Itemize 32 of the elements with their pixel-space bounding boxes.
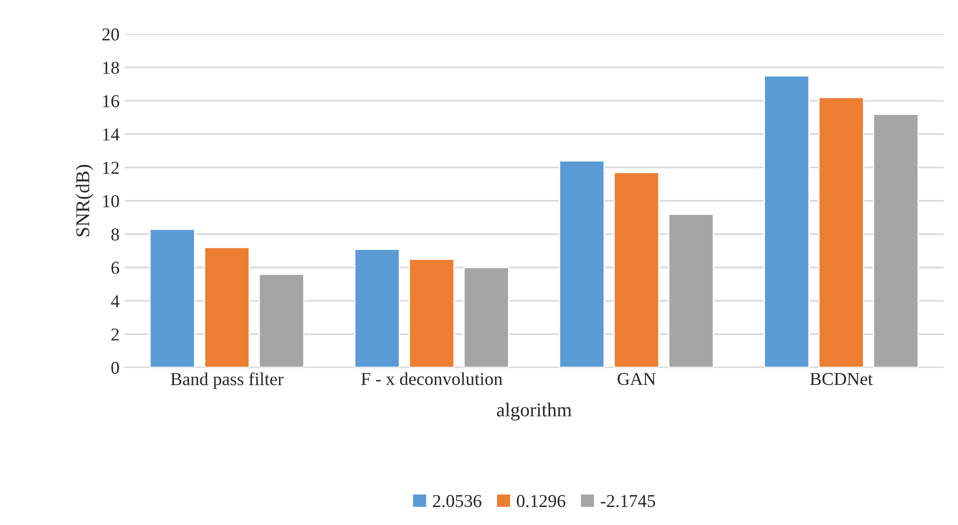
legend-label: 0.1296 <box>516 494 566 508</box>
y-tick-label: 0 <box>111 362 119 374</box>
bar <box>818 96 864 368</box>
y-tick-label: 4 <box>111 295 120 308</box>
x-tick-label: Band pass filter <box>170 372 284 389</box>
bar <box>258 273 305 368</box>
bar <box>558 160 605 368</box>
x-axis-title: algorithm <box>496 402 572 420</box>
x-tick-label: BCDNet <box>810 372 873 386</box>
x-tick-label: GAN <box>618 372 656 386</box>
y-axis-title: SNR(dB) <box>76 164 94 236</box>
bar <box>613 172 660 368</box>
y-tick-label: 12 <box>103 162 119 174</box>
y-tick-label: 18 <box>103 62 119 74</box>
bar <box>408 258 455 368</box>
x-tick-label: F - x deconvolution <box>361 372 502 386</box>
y-tick-label: 10 <box>103 195 119 208</box>
bar <box>872 113 919 368</box>
legend-label: 2.0536 <box>433 494 482 508</box>
bar <box>463 266 510 368</box>
bar <box>354 248 400 368</box>
bar <box>204 246 250 368</box>
y-tick-label: 14 <box>103 128 120 140</box>
bar <box>764 75 810 368</box>
y-tick-label: 16 <box>103 95 120 108</box>
y-tick-label: 8 <box>111 228 119 241</box>
y-tick-label: 20 <box>102 28 119 41</box>
y-tick-label: 2 <box>111 328 119 340</box>
legend-label: -2.1745 <box>600 494 656 508</box>
bar <box>149 228 196 368</box>
bar <box>668 213 714 368</box>
y-tick-label: 6 <box>111 262 120 274</box>
